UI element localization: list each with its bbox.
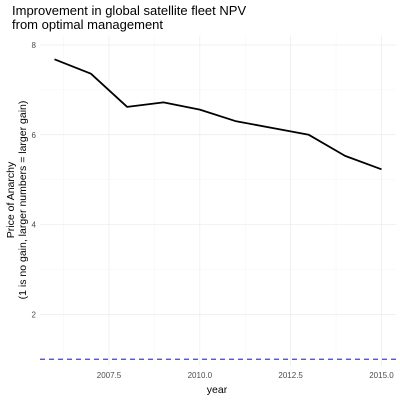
y-axis-title: Price of Anarchy bbox=[5, 161, 17, 238]
data-point bbox=[54, 59, 55, 60]
y-tick-label: 6 bbox=[32, 131, 37, 140]
data-point bbox=[90, 73, 91, 74]
grid bbox=[40, 36, 396, 366]
x-tick-label: 2015.0 bbox=[369, 371, 394, 380]
x-tick-label: 2010.0 bbox=[188, 371, 213, 380]
y-tick-label: 4 bbox=[32, 221, 37, 230]
data-point bbox=[272, 127, 273, 128]
data-point bbox=[381, 169, 382, 170]
chart-title: Improvement in global satellite fleet NP… bbox=[12, 3, 246, 18]
data-point bbox=[163, 102, 164, 103]
y-axis-subtitle: (1 is no gain, larger numbers = larger g… bbox=[17, 101, 29, 300]
data-point bbox=[308, 134, 309, 135]
series-line bbox=[54, 58, 382, 171]
y-axis-title-group: Price of Anarchy (1 is no gain, larger n… bbox=[5, 101, 29, 300]
x-tick-label: 2007.5 bbox=[97, 371, 122, 380]
tick-labels: 2007.5 2010.0 2012.5 2015.0 2 4 6 8 bbox=[32, 41, 395, 380]
data-point bbox=[199, 109, 200, 110]
x-tick-label: 2012.5 bbox=[278, 371, 303, 380]
x-axis-title: year bbox=[207, 384, 228, 396]
chart-subtitle: from optimal management bbox=[12, 17, 163, 32]
data-point bbox=[345, 155, 346, 156]
data-point bbox=[127, 106, 128, 107]
y-tick-label: 8 bbox=[32, 41, 37, 50]
y-tick-label: 2 bbox=[32, 310, 37, 319]
data-point bbox=[236, 121, 237, 122]
series-layer bbox=[54, 58, 382, 171]
